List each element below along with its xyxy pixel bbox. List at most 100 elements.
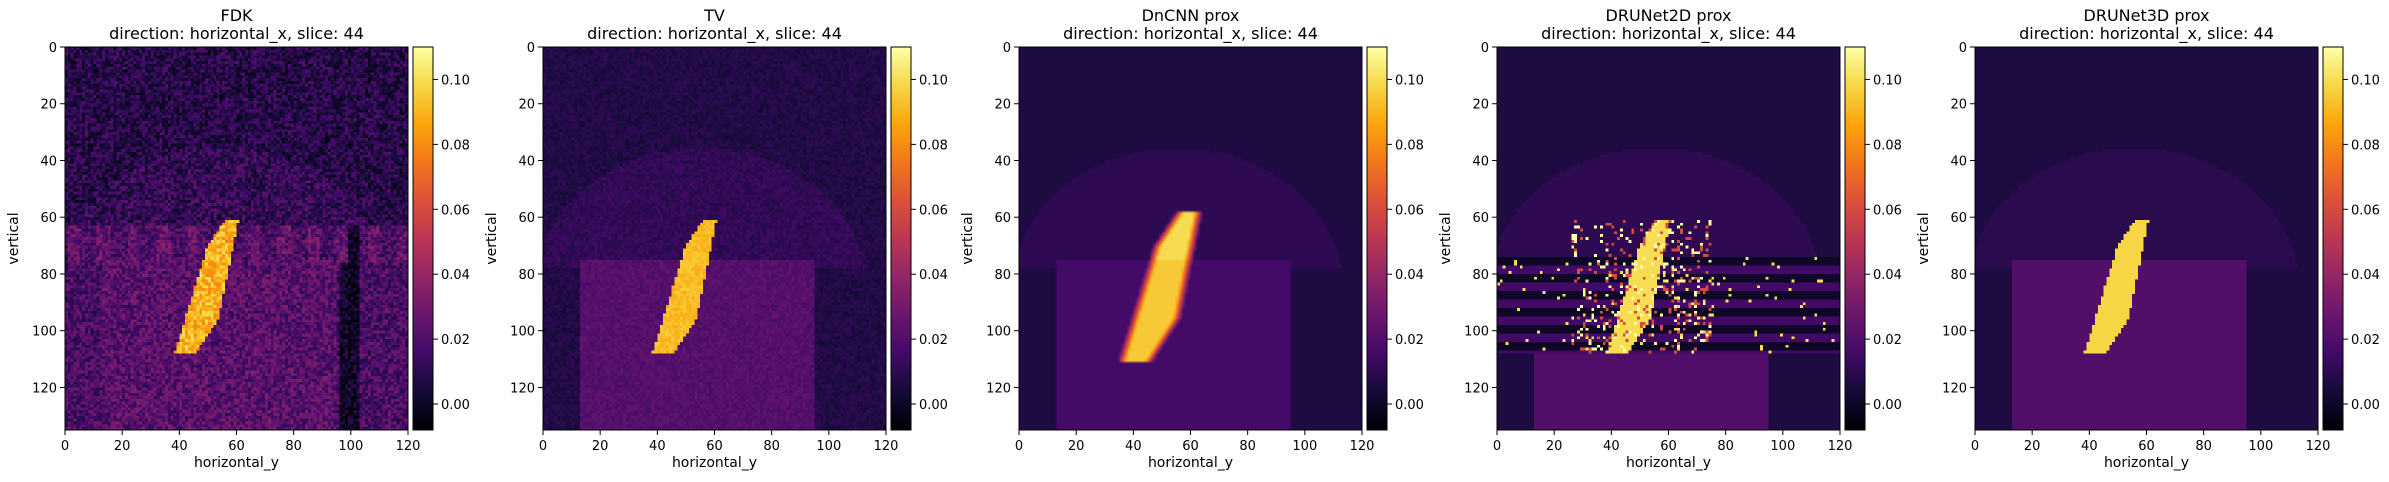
colorbar — [413, 47, 433, 430]
y-tick-label: 120 — [986, 381, 1011, 396]
colorbar-frame — [412, 46, 434, 431]
x-tick-label: 120 — [1350, 439, 1375, 454]
y-tick-label: 60 — [1950, 211, 1967, 226]
x-tick-label: 20 — [2024, 439, 2041, 454]
colorbar-tick-label: 0.08 — [441, 138, 470, 153]
x-tick-label: 100 — [2248, 439, 2273, 454]
x-tick-label: 0 — [61, 439, 69, 454]
chart-title: DRUNet2D prox — [1606, 6, 1732, 25]
y-tick-label: 100 — [1942, 325, 1967, 340]
colorbar — [891, 47, 911, 430]
chart-title: DRUNet3D prox — [2084, 6, 2210, 25]
y-tick-label: 40 — [518, 154, 535, 169]
colorbar-tick-label: 0.02 — [1873, 333, 1902, 348]
colorbar-tick-label: 0.10 — [1395, 73, 1424, 88]
y-tick-label: 100 — [510, 325, 535, 340]
x-tick-label: 40 — [1125, 439, 1142, 454]
x-tick-label: 80 — [763, 439, 780, 454]
colorbar-tick-label: 0.00 — [1873, 398, 1902, 413]
x-axis-label: horizontal_y — [2104, 455, 2189, 471]
colorbar-tick-label: 0.04 — [441, 268, 470, 283]
colorbar-tick-label: 0.00 — [2351, 398, 2380, 413]
x-tick-label: 80 — [285, 439, 302, 454]
colorbar-tick-label: 0.06 — [2351, 203, 2380, 218]
x-tick-label: 80 — [1717, 439, 1734, 454]
x-axis-label: horizontal_y — [1148, 455, 1233, 471]
colorbar-tick-label: 0.00 — [1395, 398, 1424, 413]
heatmap-image — [1497, 47, 1840, 430]
x-tick-label: 20 — [114, 439, 131, 454]
colorbar — [1367, 47, 1387, 430]
x-tick-label: 40 — [1603, 439, 1620, 454]
y-tick-label: 120 — [32, 381, 57, 396]
x-tick-label: 100 — [816, 439, 841, 454]
y-tick-label: 60 — [518, 211, 535, 226]
x-tick-label: 100 — [338, 439, 363, 454]
colorbar — [1845, 47, 1865, 430]
x-axis-label: horizontal_y — [194, 455, 279, 471]
heatmap-image — [1019, 47, 1362, 430]
colorbar-tick-label: 0.04 — [1873, 268, 1902, 283]
y-tick-label: 20 — [518, 98, 535, 113]
heatmap-image — [543, 47, 886, 430]
colorbar-frame — [1366, 46, 1388, 431]
colorbar-tick-label: 0.02 — [919, 333, 948, 348]
y-axis-label: vertical — [960, 212, 976, 264]
x-tick-label: 0 — [1493, 439, 1501, 454]
colorbar-tick-label: 0.06 — [1395, 203, 1424, 218]
colorbar-tick-label: 0.08 — [1395, 138, 1424, 153]
colorbar-tick-label: 0.02 — [2351, 333, 2380, 348]
x-tick-label: 40 — [171, 439, 188, 454]
colorbar-tick-label: 0.06 — [441, 203, 470, 218]
y-tick-label: 80 — [518, 268, 535, 283]
colorbar-tick-label: 0.02 — [1395, 333, 1424, 348]
y-tick-label: 60 — [1472, 211, 1489, 226]
x-tick-label: 80 — [1239, 439, 1256, 454]
x-tick-label: 60 — [2138, 439, 2155, 454]
x-tick-label: 20 — [592, 439, 609, 454]
x-tick-label: 40 — [2081, 439, 2098, 454]
chart-subtitle: direction: horizontal_x, slice: 44 — [2019, 24, 2274, 44]
x-tick-label: 120 — [1828, 439, 1853, 454]
colorbar-tick-label: 0.04 — [2351, 268, 2380, 283]
x-tick-label: 20 — [1546, 439, 1563, 454]
colorbar-frame — [1844, 46, 1866, 431]
colorbar-frame — [890, 46, 912, 431]
y-tick-label: 120 — [1464, 381, 1489, 396]
chart-subtitle: direction: horizontal_x, slice: 44 — [1063, 24, 1318, 44]
x-tick-label: 100 — [1770, 439, 1795, 454]
colorbar-tick-label: 0.04 — [1395, 268, 1424, 283]
y-tick-label: 60 — [994, 211, 1011, 226]
colorbar-tick-label: 0.08 — [2351, 138, 2380, 153]
chart-title: DnCNN prox — [1142, 6, 1240, 25]
y-tick-label: 20 — [40, 98, 57, 113]
x-tick-label: 0 — [539, 439, 547, 454]
colorbar-tick-label: 0.00 — [441, 398, 470, 413]
y-axis-label: vertical — [6, 212, 22, 264]
y-axis-label: vertical — [484, 212, 500, 264]
y-tick-label: 20 — [994, 98, 1011, 113]
colorbar-tick-label: 0.00 — [919, 398, 948, 413]
heatmap-image — [65, 47, 408, 430]
chart-subtitle: direction: horizontal_x, slice: 44 — [1541, 24, 1796, 44]
colorbar-tick-label: 0.06 — [919, 203, 948, 218]
x-tick-label: 120 — [874, 439, 899, 454]
x-axis-label: horizontal_y — [672, 455, 757, 471]
x-tick-label: 100 — [1292, 439, 1317, 454]
y-tick-label: 0 — [1003, 41, 1011, 56]
y-tick-label: 80 — [994, 268, 1011, 283]
y-tick-label: 40 — [40, 154, 57, 169]
heatmap-image — [1975, 47, 2318, 430]
y-tick-label: 120 — [510, 381, 535, 396]
chart-title: FDK — [220, 6, 253, 25]
y-tick-label: 0 — [49, 41, 57, 56]
x-tick-label: 0 — [1015, 439, 1023, 454]
x-tick-label: 60 — [1660, 439, 1677, 454]
y-tick-label: 0 — [1959, 41, 1967, 56]
y-axis-label: vertical — [1916, 212, 1932, 264]
